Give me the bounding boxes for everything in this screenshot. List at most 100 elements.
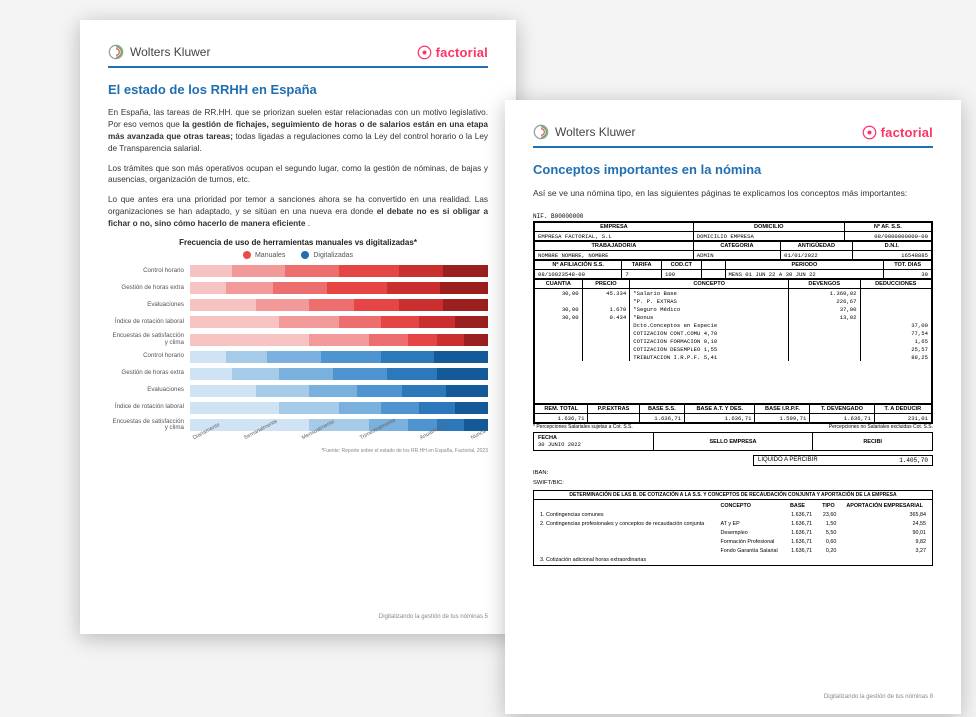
factorial-logo: factorial	[862, 125, 933, 140]
chart-segment	[190, 368, 232, 380]
recibi-cell: RECIBI	[813, 433, 933, 451]
chart-segment	[381, 351, 435, 363]
chart-digital: Control horarioGestión de horas extraEva…	[108, 351, 488, 433]
chart-segment	[443, 299, 488, 311]
chart-segment	[267, 351, 321, 363]
chart-segment	[190, 385, 256, 397]
foot-left: * Percepciones Salariales sujetas a Cot.…	[533, 424, 633, 430]
chart-segment	[256, 299, 310, 311]
chart-bar	[190, 402, 488, 414]
chart-title: Frecuencia de uso de herramientas manual…	[108, 238, 488, 247]
page-left: Wolters Kluwer factorial El estado de lo…	[80, 20, 516, 634]
fecha-cell: FECHA 30 JUNIO 2022	[534, 433, 654, 451]
chart-row-label: Evaluaciones	[108, 387, 190, 394]
chart-segment	[464, 334, 488, 346]
chart-segment	[455, 402, 488, 414]
chart-segment	[256, 385, 310, 397]
chart-manual: Control horario Gestión de horas extra Eva…	[108, 265, 488, 347]
chart-segment	[369, 334, 408, 346]
chart-segment	[387, 368, 438, 380]
chart-row-label: Gestión de horas extra	[108, 285, 190, 292]
chart-segment	[279, 402, 339, 414]
chart-segment	[232, 368, 280, 380]
chart-segment	[190, 265, 232, 277]
chart-segment	[354, 299, 399, 311]
left-footer: Digitalizando la gestión de tus nóminas …	[379, 614, 488, 620]
header-left: Wolters Kluwer factorial	[108, 44, 488, 68]
legend-digital: Digitalizadas	[313, 252, 353, 259]
chart-legend: Manuales Digitalizadas	[108, 251, 488, 259]
wolters-kluwer-logo: Wolters Kluwer	[533, 124, 635, 140]
chart-row-label: Control horario	[108, 268, 190, 275]
chart-bar	[190, 316, 488, 328]
factorial-icon	[862, 125, 877, 140]
chart-bar	[190, 385, 488, 397]
left-p1: En España, las tareas de RR.HH. que se p…	[108, 107, 488, 155]
chart-bar	[190, 334, 488, 346]
swift: SWIFT/BIC:	[533, 480, 933, 486]
chart-segment	[443, 265, 488, 277]
chart-segment	[387, 282, 441, 294]
legend-digital-dot	[301, 251, 309, 259]
chart-segment	[285, 265, 339, 277]
chart-segment	[309, 385, 357, 397]
chart-segment	[419, 402, 455, 414]
chart-segment	[455, 316, 488, 328]
header-right: Wolters Kluwer factorial	[533, 124, 933, 148]
chart-source: *Fuente: Reporte sobre el estado de los …	[108, 448, 488, 454]
h-empresa: EMPRESA	[535, 223, 694, 232]
factorial-text: factorial	[436, 45, 488, 60]
chart-segment	[190, 299, 256, 311]
chart-row-label: Evaluaciones	[108, 302, 190, 309]
factorial-text: factorial	[881, 125, 933, 140]
chart-segment	[190, 282, 226, 294]
chart-segment	[309, 299, 354, 311]
chart-segment	[434, 351, 488, 363]
sello-cell: SELLO EMPRESA	[653, 433, 813, 451]
factorial-logo: factorial	[417, 45, 488, 60]
right-title: Conceptos importantes en la nómina	[533, 162, 933, 177]
chart-segment	[190, 402, 279, 414]
nif: NIF. B00000000	[533, 213, 933, 220]
chart-segment	[402, 385, 447, 397]
payslip: EMPRESA DOMICILIO Nº AF. S.S. EMPRESA FA…	[533, 221, 933, 424]
wolters-kluwer-logo: Wolters Kluwer	[108, 44, 210, 60]
chart-segment	[381, 316, 420, 328]
liquido-box: LIQUIDO A PERCIBIR 1.405,70	[753, 455, 933, 466]
foot-right: Percepciones no Salariales excluidas Cot…	[829, 424, 933, 430]
chart-row-label: Encuestas de satisfacción y clima	[108, 419, 190, 433]
chart-bar	[190, 368, 488, 380]
chart-segment	[399, 265, 444, 277]
chart-segment	[190, 316, 279, 328]
legend-manual: Manuales	[255, 252, 285, 259]
chart-row-label: Índice de rotación laboral	[108, 404, 190, 411]
chart-bar	[190, 299, 488, 311]
chart-segment	[279, 368, 333, 380]
chart-segment	[437, 334, 464, 346]
wk-swirl-icon	[533, 124, 549, 140]
chart-segment	[446, 385, 488, 397]
chart-row-label: Control horario	[108, 353, 190, 360]
wolters-kluwer-text: Wolters Kluwer	[130, 45, 210, 59]
chart-xaxis: DiariamenteSemanalmenteMensualmenteTrime…	[108, 436, 488, 442]
chart-row-label: Índice de rotación laboral	[108, 319, 190, 326]
chart-segment	[226, 351, 268, 363]
left-p2: Los trámites que son más operativos ocup…	[108, 163, 488, 187]
h-domicilio: DOMICILIO	[693, 223, 844, 232]
chart-segment	[279, 316, 339, 328]
chart-segment	[437, 368, 488, 380]
left-title: El estado de los RRHH en España	[108, 82, 488, 97]
iban: IBAN:	[533, 470, 933, 476]
wk-swirl-icon	[108, 44, 124, 60]
chart-bar	[190, 351, 488, 363]
chart-segment	[440, 282, 488, 294]
h-ss: Nº AF. S.S.	[844, 223, 931, 232]
chart-segment	[419, 316, 455, 328]
chart-bar	[190, 265, 488, 277]
chart-segment	[381, 402, 420, 414]
chart-row-label: Encuestas de satisfacción y clima	[108, 333, 190, 347]
chart-segment	[339, 265, 399, 277]
chart-segment	[321, 351, 381, 363]
chart-segment	[226, 282, 274, 294]
chart-segment	[357, 385, 402, 397]
